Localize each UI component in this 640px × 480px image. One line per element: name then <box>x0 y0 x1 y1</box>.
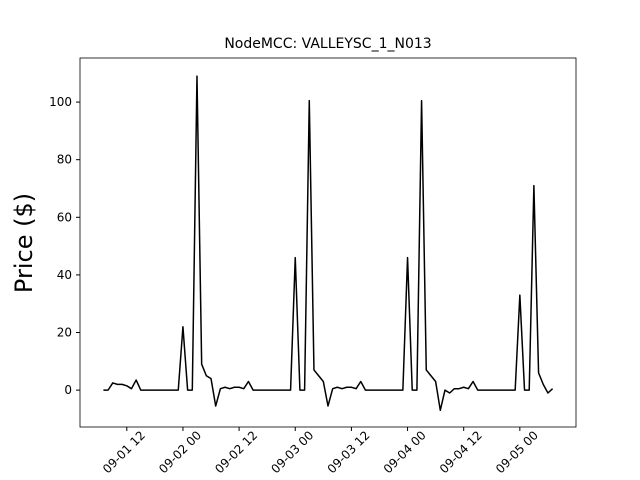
y-tick-label: 0 <box>64 383 72 397</box>
price-line <box>103 75 554 412</box>
chart-title: NodeMCC: VALLEYSC_1_N013 <box>224 36 431 52</box>
y-tick-label: 80 <box>57 153 72 167</box>
plot-frame <box>79 57 577 428</box>
y-tick-label: 100 <box>49 95 72 109</box>
y-tick-label: 40 <box>57 268 72 282</box>
y-tick-label: 20 <box>57 326 72 340</box>
y-tick-label: 60 <box>57 210 72 224</box>
y-axis-label: Price ($) <box>10 193 38 293</box>
